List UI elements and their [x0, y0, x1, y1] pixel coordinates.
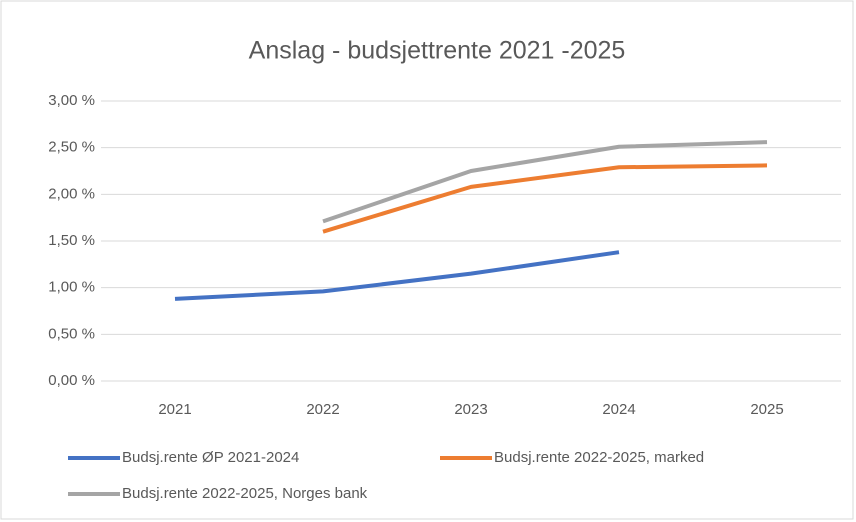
x-tick-label: 2021 — [158, 401, 191, 418]
series-line — [322, 140, 768, 224]
x-tick-label: 2023 — [454, 401, 487, 418]
series-line — [174, 250, 620, 301]
chart-title: Anslag - budsjettrente 2021 -2025 — [249, 37, 626, 65]
legend-label: Budsj.rente 2022-2025, Norges bank — [122, 485, 368, 502]
y-tick-label: 0,50 % — [48, 325, 95, 342]
y-tick-label: 0,00 % — [48, 372, 95, 389]
x-tick-label: 2025 — [750, 401, 783, 418]
x-tick-label: 2024 — [602, 401, 635, 418]
series-line — [322, 163, 768, 234]
legend-label: Budsj.rente 2022-2025, marked — [494, 449, 704, 466]
legend-label: Budsj.rente ØP 2021-2024 — [122, 449, 299, 466]
y-tick-label: 2,50 % — [48, 139, 95, 156]
y-tick-label: 3,00 % — [48, 92, 95, 109]
x-tick-label: 2022 — [306, 401, 339, 418]
y-tick-label: 1,00 % — [48, 279, 95, 296]
y-tick-label: 2,00 % — [48, 185, 95, 202]
y-tick-label: 1,50 % — [48, 232, 95, 249]
